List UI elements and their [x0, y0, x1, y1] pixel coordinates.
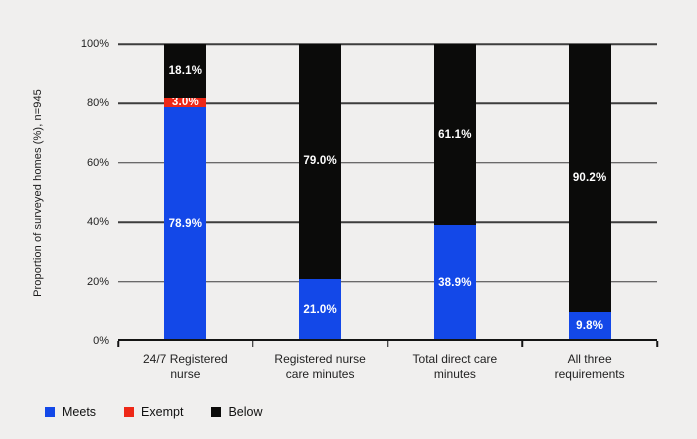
x-tick-mark: [252, 341, 254, 347]
bar-value-label: 18.1%: [168, 64, 203, 77]
y-tick-label: 60%: [86, 156, 109, 169]
bar-value-label: 21.0%: [303, 303, 337, 316]
bar-value-label: 78.9%: [168, 217, 203, 230]
bar-segment-meets: 9.8%: [568, 311, 611, 341]
x-category-label: 24/7 Registered nurse: [110, 352, 260, 382]
x-category-label-line: Registered nurse: [274, 352, 366, 366]
plot-area: 78.9% 3.0% 18.1% 21.0% 79.0% 38.9% 61.1% 9.8% 90…: [81, 38, 658, 381]
bar-value-label: 9.8%: [576, 320, 604, 333]
bar-value-label: 38.9%: [438, 277, 472, 290]
legend-item-meets: Meets: [45, 405, 96, 419]
x-category-label-line: Total direct care: [412, 352, 498, 366]
bar-segment-meets: 21.0%: [299, 278, 342, 341]
y-tick-label: 80%: [86, 97, 109, 110]
y-tick-labels-layer: 0% 20% 40% 60% 80% 100%: [81, 38, 657, 347]
x-category-label-line: care minutes: [285, 367, 355, 381]
legend-item-below: Below: [211, 405, 262, 419]
bar-segment-below: 90.2%: [568, 44, 611, 312]
bar-value-label: 79.0%: [303, 155, 337, 168]
gridline: [118, 43, 657, 45]
x-category-label-line: 24/7 Registered: [143, 352, 228, 366]
legend-label: Below: [228, 405, 263, 419]
legend-label: Exempt: [141, 405, 184, 419]
gridline: [118, 102, 657, 105]
y-axis-title-wrap: Proportion of surveyed homes (%), n=945: [28, 44, 48, 341]
y-tick-label: 100%: [80, 38, 109, 50]
bar-segment-below: 18.1%: [164, 44, 207, 98]
x-category-label: Registered nurse care minutes: [245, 352, 395, 382]
x-category-label-line: requirements: [554, 367, 625, 381]
legend-item-exempt: Exempt: [124, 405, 183, 419]
bar-segment-exempt: 3.0%: [164, 96, 207, 109]
x-tick-mark: [386, 341, 389, 347]
x-category-labels-layer: 24/7 Registered nurse Registered nurse care…: [118, 44, 657, 381]
bar-value-label: 3.0%: [171, 96, 199, 109]
bar-value-label: 61.1%: [438, 128, 472, 141]
x-tick-mark: [656, 341, 658, 347]
legend-swatch-exempt: [124, 407, 135, 417]
bars-layer: 78.9% 3.0% 18.1% 21.0% 79.0% 38.9% 61.1% 9.8% 90…: [118, 44, 657, 341]
x-category-label-line: minutes: [433, 367, 476, 381]
x-axis-line: [118, 339, 657, 341]
bar-segment-meets: 78.9%: [164, 106, 207, 341]
gridline: [118, 162, 657, 164]
y-tick-label: 20%: [86, 275, 109, 288]
legend: Meets Exempt Below: [45, 405, 262, 419]
x-category-label: Total direct care minutes: [380, 352, 530, 382]
x-tick-mark: [117, 341, 119, 347]
legend-label: Meets: [62, 405, 97, 419]
y-axis-title: Proportion of surveyed homes (%), n=945: [32, 88, 45, 297]
gridline: [118, 280, 657, 283]
x-tick-mark: [521, 341, 523, 347]
y-tick-label: 40%: [86, 216, 109, 229]
bar-segment-below: 61.1%: [433, 44, 476, 226]
bar-segment-meets: 38.9%: [433, 225, 476, 341]
bar: 21.0% 79.0%: [299, 44, 342, 341]
x-category-label: All three requirements: [515, 352, 665, 382]
axis-layer: [118, 44, 657, 341]
bar-segment-below: 79.0%: [299, 44, 342, 279]
grid-layer: [118, 43, 657, 341]
legend-swatch-meets: [45, 407, 55, 417]
x-category-label-line: All three: [567, 352, 612, 366]
x-category-label-line: nurse: [170, 367, 201, 381]
x-tick-marks-layer: [117, 44, 658, 347]
gridline: [118, 221, 657, 223]
bar: 9.8% 90.2%: [568, 44, 611, 341]
bar: 38.9% 61.1%: [433, 44, 476, 341]
legend-swatch-below: [211, 407, 222, 417]
bar-value-label: 90.2%: [572, 171, 607, 184]
y-tick-label: 0%: [93, 335, 109, 347]
bar: 78.9% 3.0% 18.1%: [164, 44, 207, 341]
